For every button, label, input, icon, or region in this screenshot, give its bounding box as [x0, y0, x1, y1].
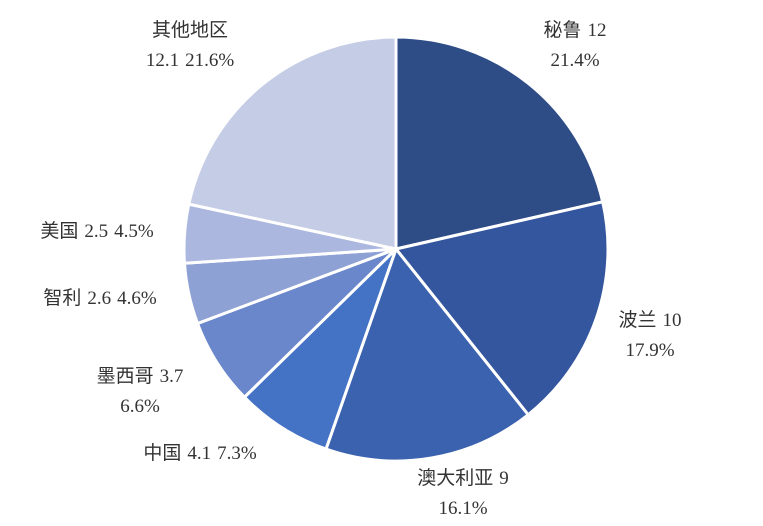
slice-label: 其他地区 12.1 21.6% — [146, 19, 235, 71]
label-part: 3.7 — [160, 366, 184, 387]
slice-label: 智利 2.6 4.6% — [43, 287, 157, 309]
label-part: 墨西哥 — [97, 366, 154, 387]
label-part: 10 — [663, 310, 682, 331]
label-part: 4.6% — [117, 288, 157, 309]
label-part: 2.6 — [87, 288, 111, 309]
label-part: 7.3% — [217, 443, 257, 464]
label-part: 17.9% — [625, 340, 674, 361]
slice-label: 波兰 10 17.9% — [618, 309, 681, 361]
slice-label: 澳大利亚 9 16.1% — [417, 467, 509, 519]
slice-label: 中国 4.1 7.3% — [143, 442, 257, 464]
pie-slice — [324, 247, 530, 463]
label-part: 2.5 — [84, 221, 108, 242]
label-part: 秘鲁 — [543, 19, 581, 41]
pie-slice — [242, 247, 398, 451]
pie-slice — [394, 200, 610, 417]
label-part: 4.5% — [114, 221, 154, 242]
slice-label: 秘鲁 12 21.4% — [543, 19, 606, 71]
slice-label: 墨西哥 3.7 6.6% — [97, 366, 184, 417]
label-part: 16.1% — [438, 498, 487, 519]
pie-slice — [187, 35, 398, 251]
label-part: 12.1 — [146, 50, 179, 71]
label-part: 智利 — [43, 287, 81, 309]
label-part: 澳大利亚 — [417, 467, 493, 489]
label-part: 21.6% — [185, 50, 234, 71]
label-part: 中国 — [143, 442, 181, 464]
pie-slice — [394, 35, 605, 251]
label-part: 其他地区 — [152, 19, 228, 41]
label-part: 9 — [499, 468, 509, 489]
label-part: 美国 — [40, 220, 78, 242]
label-part: 波兰 — [618, 309, 656, 331]
label-part: 12 — [588, 20, 607, 41]
label-part: 6.6% — [120, 396, 160, 417]
label-part: 4.1 — [187, 443, 211, 464]
label-part: 21.4% — [550, 50, 599, 71]
slice-label: 美国 2.5 4.5% — [40, 220, 154, 242]
